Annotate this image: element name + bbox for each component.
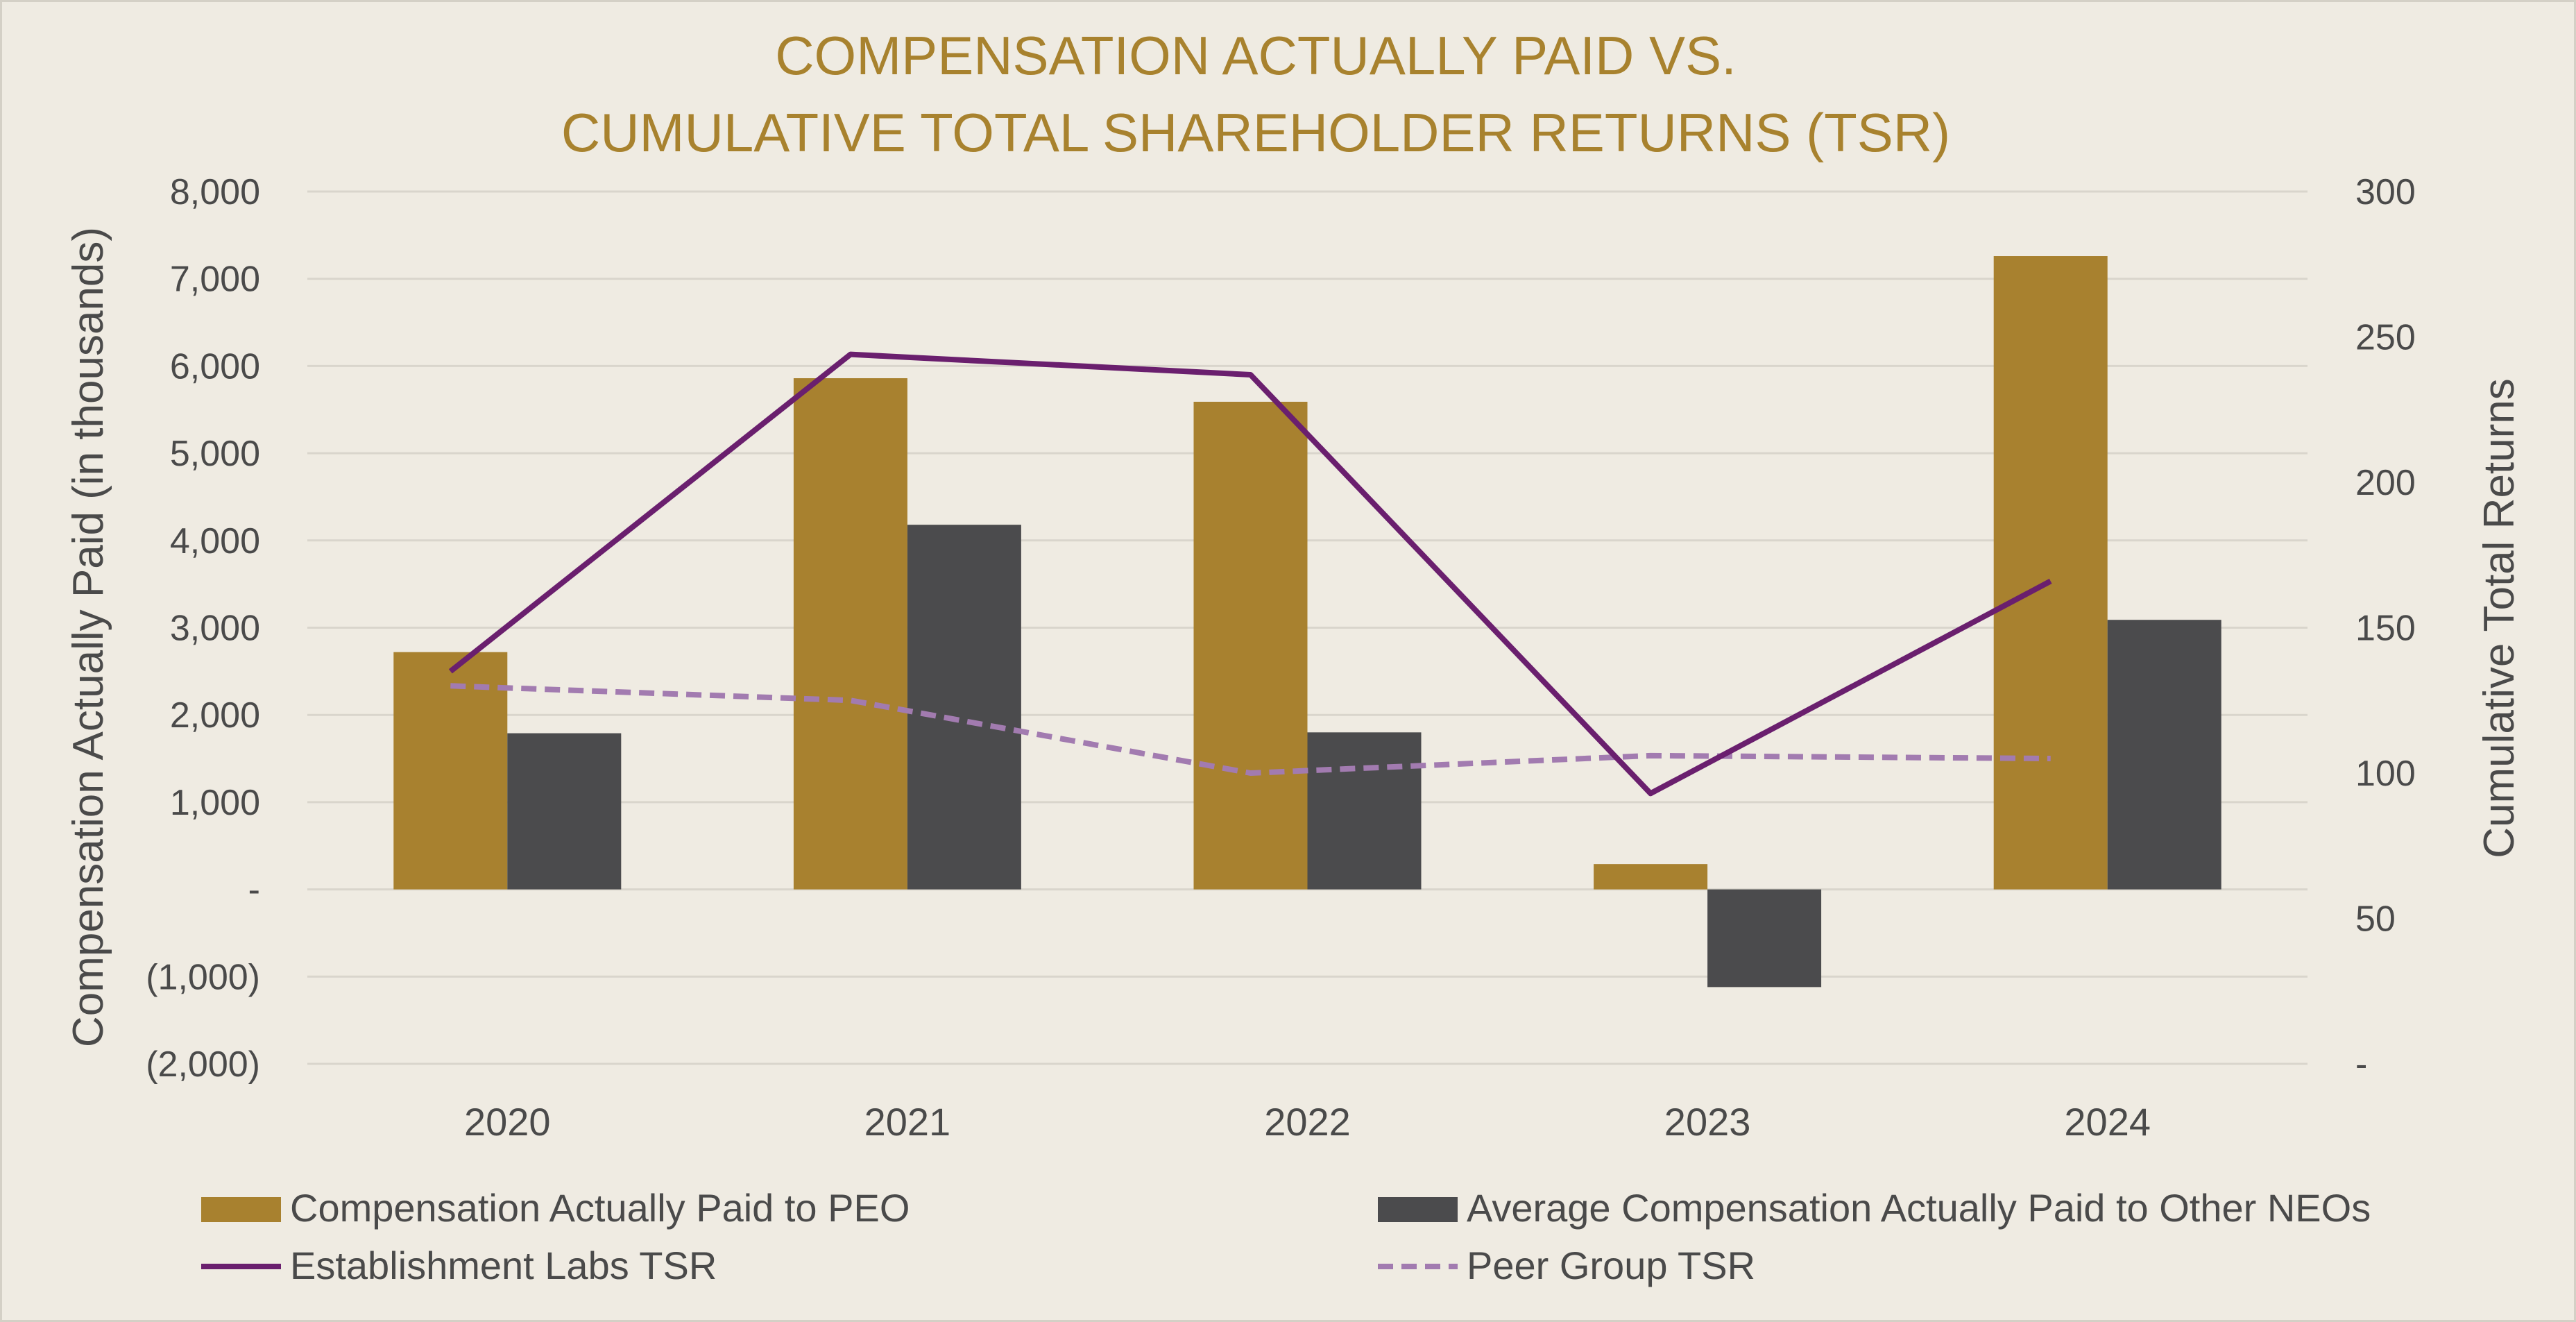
left-tick-label: 4,000 <box>170 521 260 561</box>
left-tick-label: 7,000 <box>170 260 260 300</box>
left-axis-title: Compensation Actually Paid (in thousands… <box>65 227 112 1047</box>
legend-swatch-neo <box>1378 1197 1458 1222</box>
left-tick-label: 8,000 <box>170 172 260 212</box>
right-tick-label: 100 <box>2355 754 2416 794</box>
right-tick-label: 250 <box>2355 318 2416 358</box>
x-tick-label: 2023 <box>1664 1100 1751 1144</box>
left-axis-ticks: 8,000 7,000 6,000 5,000 4,000 3,000 2,000 1,000… <box>146 172 260 1085</box>
legend-label-peo: Compensation Actually Paid to PEO <box>290 1186 910 1230</box>
left-tick-label: (2,000) <box>146 1044 260 1085</box>
legend-label-peer-tsr: Peer Group TSR <box>1467 1244 1755 1287</box>
bar-series <box>393 256 2221 988</box>
x-axis-ticks: 2020 2021 2022 2023 2024 <box>464 1100 2151 1144</box>
x-tick-label: 2024 <box>2064 1100 2151 1144</box>
x-tick-label: 2020 <box>464 1100 551 1144</box>
right-axis-title: Cumulative Total Returns <box>2475 378 2523 858</box>
bar-peo <box>393 652 508 890</box>
bar-peo <box>1993 256 2108 890</box>
bar-neo <box>507 733 622 890</box>
right-tick-label: 150 <box>2355 609 2416 649</box>
chart-title-line-1: COMPENSATION ACTUALLY PAID VS. <box>775 25 1737 86</box>
legend-swatch-peo <box>201 1197 281 1222</box>
right-tick-label: - <box>2355 1044 2367 1085</box>
legend-item-neo: Average Compensation Actually Paid to Ot… <box>1378 1186 2371 1230</box>
legend-item-peo: Compensation Actually Paid to PEO <box>201 1186 910 1230</box>
right-axis-ticks: 300 250 200 150 100 50 - <box>2355 172 2416 1085</box>
line-labs-tsr <box>448 351 2052 797</box>
bar-peo <box>1193 401 1308 890</box>
bar-neo <box>907 525 1021 890</box>
legend-label-neo: Average Compensation Actually Paid to Ot… <box>1467 1186 2371 1230</box>
bar-neo <box>2107 620 2221 890</box>
x-tick-label: 2022 <box>1264 1100 1351 1144</box>
line-peer-tsr <box>450 683 2051 776</box>
legend-label-labs-tsr: Establishment Labs TSR <box>290 1244 717 1287</box>
chart-title-line-2: CUMULATIVE TOTAL SHAREHOLDER RETURNS (TS… <box>561 102 1950 163</box>
left-tick-label: (1,000) <box>146 957 260 997</box>
left-tick-label: - <box>248 870 260 910</box>
bar-neo <box>1707 889 1822 988</box>
left-tick-label: 2,000 <box>170 695 260 736</box>
left-tick-label: 1,000 <box>170 783 260 823</box>
legend-item-peer-tsr: Peer Group TSR <box>1378 1244 1755 1287</box>
left-tick-label: 3,000 <box>170 609 260 649</box>
bar-peo <box>793 378 907 890</box>
right-tick-label: 300 <box>2355 172 2416 212</box>
bar-peo <box>1594 864 1708 890</box>
left-tick-label: 5,000 <box>170 434 260 474</box>
x-tick-label: 2021 <box>864 1100 951 1144</box>
legend: Compensation Actually Paid to PEO Averag… <box>201 1186 2371 1287</box>
right-tick-label: 200 <box>2355 463 2416 503</box>
left-tick-label: 6,000 <box>170 346 260 387</box>
bar-neo <box>1307 732 1422 890</box>
line-series <box>448 351 2052 797</box>
chart-title: COMPENSATION ACTUALLY PAID VS. CUMULATIV… <box>561 25 1950 163</box>
right-tick-label: 50 <box>2355 899 2396 940</box>
legend-item-labs-tsr: Establishment Labs TSR <box>201 1244 717 1287</box>
